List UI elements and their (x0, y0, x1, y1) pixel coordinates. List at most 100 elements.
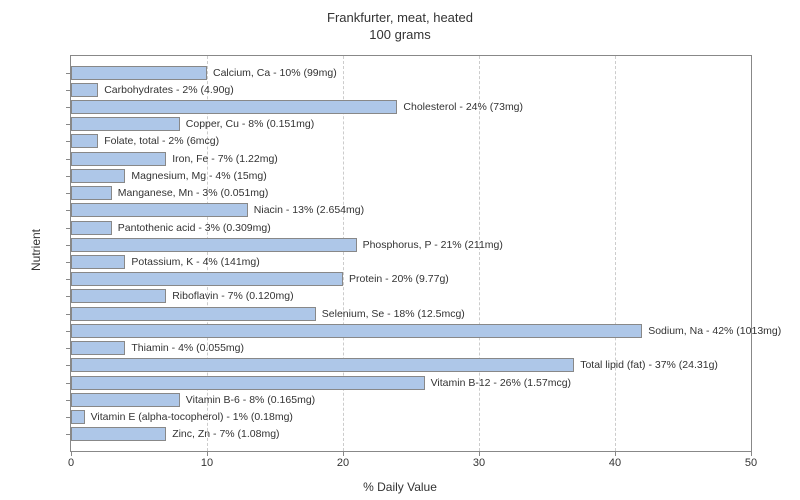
bar (71, 238, 357, 252)
bar-row: Iron, Fe - 7% (1.22mg) (71, 150, 751, 167)
bar-label: Iron, Fe - 7% (1.22mg) (166, 152, 278, 166)
bar (71, 376, 425, 390)
bar (71, 152, 166, 166)
y-tick-mark (66, 348, 71, 349)
y-tick-mark (66, 228, 71, 229)
bar-row: Vitamin E (alpha-tocopherol) - 1% (0.18m… (71, 408, 751, 425)
x-tick-mark (615, 451, 616, 456)
bar (71, 307, 316, 321)
bar-row: Potassium, K - 4% (141mg) (71, 253, 751, 270)
bar (71, 410, 85, 424)
bar-row: Vitamin B-12 - 26% (1.57mcg) (71, 374, 751, 391)
y-tick-mark (66, 193, 71, 194)
y-tick-mark (66, 262, 71, 263)
chart-title-line1: Frankfurter, meat, heated (0, 10, 800, 27)
bar (71, 324, 642, 338)
bar-label: Vitamin E (alpha-tocopherol) - 1% (0.18m… (85, 410, 293, 424)
bar (71, 169, 125, 183)
bar-label: Total lipid (fat) - 37% (24.31g) (574, 358, 718, 372)
bar-row: Riboflavin - 7% (0.120mg) (71, 288, 751, 305)
bars-container: Calcium, Ca - 10% (99mg) Carbohydrates - … (71, 64, 751, 443)
x-tick-mark (751, 451, 752, 456)
bar-label: Vitamin B-6 - 8% (0.165mg) (180, 393, 315, 407)
x-tick-label: 20 (337, 457, 349, 469)
bar-label: Magnesium, Mg - 4% (15mg) (125, 169, 266, 183)
y-tick-mark (66, 159, 71, 160)
x-tick-mark (343, 451, 344, 456)
bar-row: Copper, Cu - 8% (0.151mg) (71, 116, 751, 133)
y-tick-mark (66, 210, 71, 211)
x-tick-mark (207, 451, 208, 456)
bar-row: Phosphorus, P - 21% (211mg) (71, 236, 751, 253)
bar-row: Calcium, Ca - 10% (99mg) (71, 64, 751, 81)
bar-label: Thiamin - 4% (0.055mg) (125, 341, 244, 355)
y-tick-mark (66, 90, 71, 91)
bar-label: Pantothenic acid - 3% (0.309mg) (112, 221, 271, 235)
y-tick-mark (66, 279, 71, 280)
x-tick-label: 50 (745, 457, 757, 469)
bar-row: Thiamin - 4% (0.055mg) (71, 340, 751, 357)
bar-row: Selenium, Se - 18% (12.5mcg) (71, 305, 751, 322)
bar-row: Folate, total - 2% (6mcg) (71, 133, 751, 150)
y-tick-mark (66, 124, 71, 125)
bar-row: Niacin - 13% (2.654mg) (71, 202, 751, 219)
x-tick-mark (479, 451, 480, 456)
chart-title-line2: 100 grams (0, 27, 800, 44)
y-tick-mark (66, 314, 71, 315)
bar-label: Niacin - 13% (2.654mg) (248, 203, 364, 217)
bar (71, 83, 98, 97)
bar-label: Calcium, Ca - 10% (99mg) (207, 66, 337, 80)
bar-label: Phosphorus, P - 21% (211mg) (357, 238, 503, 252)
bar (71, 255, 125, 269)
bar (71, 100, 397, 114)
bar-label: Protein - 20% (9.77g) (343, 272, 449, 286)
y-tick-mark (66, 176, 71, 177)
bar-label: Riboflavin - 7% (0.120mg) (166, 289, 293, 303)
bar-label: Cholesterol - 24% (73mg) (397, 100, 523, 114)
bar-row: Magnesium, Mg - 4% (15mg) (71, 167, 751, 184)
y-tick-mark (66, 365, 71, 366)
bar-label: Vitamin B-12 - 26% (1.57mcg) (425, 376, 571, 390)
bar-label: Sodium, Na - 42% (1013mg) (642, 324, 781, 338)
y-tick-mark (66, 331, 71, 332)
bar-row: Sodium, Na - 42% (1013mg) (71, 322, 751, 339)
bar-row: Total lipid (fat) - 37% (24.31g) (71, 357, 751, 374)
bar (71, 289, 166, 303)
bar (71, 358, 574, 372)
bar (71, 221, 112, 235)
x-tick-label: 30 (473, 457, 485, 469)
bar (71, 203, 248, 217)
bar-label: Carbohydrates - 2% (4.90g) (98, 83, 234, 97)
bar (71, 341, 125, 355)
bar (71, 427, 166, 441)
bar-row: Carbohydrates - 2% (4.90g) (71, 81, 751, 98)
chart-title: Frankfurter, meat, heated 100 grams (0, 0, 800, 44)
bar-row: Protein - 20% (9.77g) (71, 271, 751, 288)
bar-row: Vitamin B-6 - 8% (0.165mg) (71, 391, 751, 408)
bar (71, 272, 343, 286)
bar-label: Selenium, Se - 18% (12.5mcg) (316, 307, 465, 321)
y-tick-mark (66, 73, 71, 74)
bar-row: Manganese, Mn - 3% (0.051mg) (71, 185, 751, 202)
bar-label: Manganese, Mn - 3% (0.051mg) (112, 186, 269, 200)
bar-label: Zinc, Zn - 7% (1.08mg) (166, 427, 279, 441)
y-tick-mark (66, 245, 71, 246)
x-axis-label: % Daily Value (363, 480, 437, 494)
bar-label: Potassium, K - 4% (141mg) (125, 255, 259, 269)
bar (71, 134, 98, 148)
x-tick-label: 0 (68, 457, 74, 469)
x-tick-label: 10 (201, 457, 213, 469)
bar-row: Cholesterol - 24% (73mg) (71, 98, 751, 115)
y-tick-mark (66, 400, 71, 401)
bar (71, 66, 207, 80)
bar-row: Zinc, Zn - 7% (1.08mg) (71, 426, 751, 443)
bar (71, 186, 112, 200)
bar (71, 117, 180, 131)
x-tick-label: 40 (609, 457, 621, 469)
bar-label: Copper, Cu - 8% (0.151mg) (180, 117, 314, 131)
x-tick-mark (71, 451, 72, 456)
plot-area: 01020304050 Calcium, Ca - 10% (99mg)Carb… (70, 55, 752, 452)
y-tick-mark (66, 141, 71, 142)
y-tick-mark (66, 296, 71, 297)
y-tick-mark (66, 107, 71, 108)
